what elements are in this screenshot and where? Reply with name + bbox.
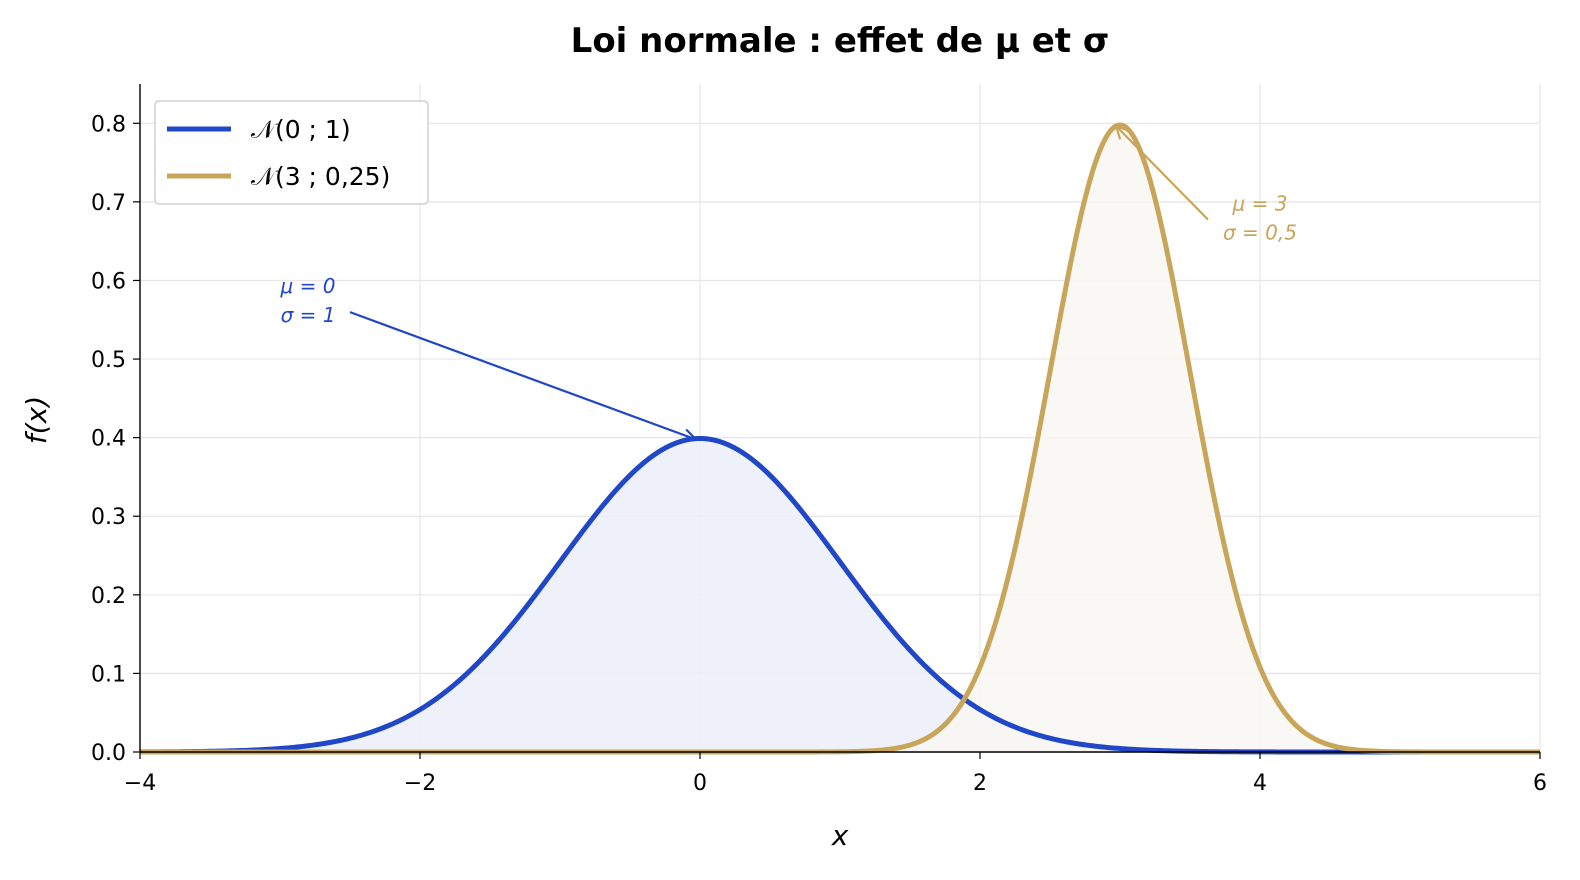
y-tick-label: 0.3 [91,505,126,530]
x-tick-label: −2 [404,771,436,796]
annotations: μ = 0 σ = 1 μ = 3 σ = 0,5 [280,124,1297,443]
series-fill-0 [140,438,1540,752]
y-axis-label: f(x) [20,396,53,444]
y-tick-label: 0.6 [91,269,126,294]
x-axis-label: x [831,819,849,852]
legend: 𝒩(0 ; 1) 𝒩(3 ; 0,25) [154,100,429,205]
axes: −4 −2 0 2 4 6 0.0 0.1 0.2 0.3 0.4 0.5 0.6 0.7 0.8 [91,84,1547,796]
chart-title: Loi normale : effet de μ et σ [571,21,1110,61]
annotation-arrow [1115,125,1209,221]
annotation-text: σ = 0,5 [1223,221,1297,245]
annotation-0: μ = 0 σ = 1 [280,274,699,443]
x-tick-label: 2 [973,771,987,796]
legend-label: 𝒩(3 ; 0,25) [251,162,390,191]
grid [139,84,1541,753]
annotation-text: μ = 3 [1232,192,1288,216]
annotation-arrowhead [681,428,699,443]
area-fills [140,124,1540,752]
series-fill-1 [140,124,1540,752]
y-tick-label: 0.4 [91,427,126,452]
x-tick-label: −4 [124,771,156,796]
y-tick-label: 0.0 [91,741,126,766]
x-tick-label: 6 [1533,771,1547,796]
annotation-text: μ = 0 [280,274,336,298]
y-tick-label: 0.8 [91,112,126,137]
annotation-arrowhead [1114,124,1130,140]
annotation-text: σ = 1 [281,303,336,327]
legend-label: 𝒩(0 ; 1) [251,115,351,144]
x-tick-label: 0 [693,771,707,796]
y-tick-label: 0.7 [91,191,126,216]
x-tick-label: 4 [1253,771,1267,796]
y-tick-label: 0.2 [91,584,126,609]
y-tick-label: 0.5 [91,348,126,373]
y-tick-label: 0.1 [91,662,126,687]
annotation-1: μ = 3 σ = 0,5 [1114,124,1297,245]
annotation-arrow [349,311,697,441]
